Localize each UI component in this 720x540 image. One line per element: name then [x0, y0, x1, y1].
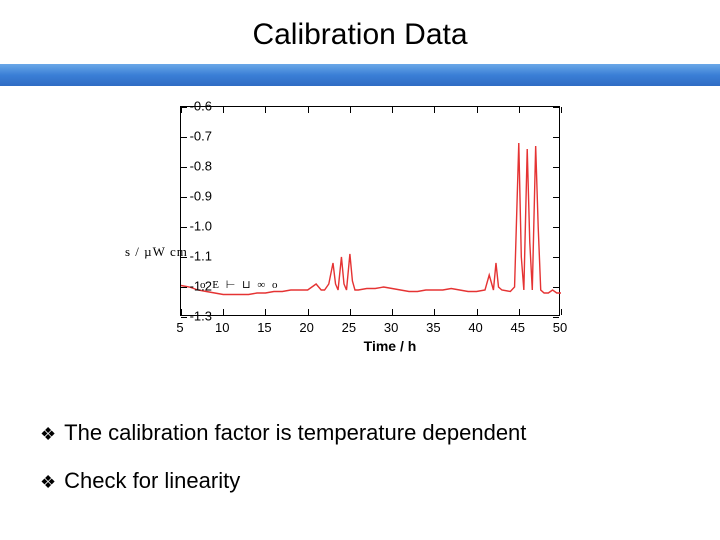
- chart-container: s / µW cm o E ⊢ ⊔ ∞ o Time / h -0.6-0.7-…: [120, 106, 600, 316]
- bullet-item: ❖ The calibration factor is temperature …: [40, 420, 526, 446]
- bullet-list: ❖ The calibration factor is temperature …: [40, 420, 526, 516]
- ytick-mark: [553, 107, 559, 108]
- x-axis-label: Time / h: [364, 338, 417, 354]
- xtick-mark: [519, 107, 520, 113]
- bullet-text: Check for linearity: [64, 468, 240, 494]
- ytick-mark: [553, 197, 559, 198]
- ytick-label: -0.7: [190, 129, 212, 144]
- bullet-text: The calibration factor is temperature de…: [64, 420, 526, 446]
- series-line: [181, 143, 561, 295]
- ytick-mark: [553, 137, 559, 138]
- y-axis-label-fragment: s / µW cm: [125, 244, 188, 260]
- ytick-label: -0.9: [190, 189, 212, 204]
- xtick-label: 20: [299, 320, 313, 335]
- xtick-mark: [392, 107, 393, 113]
- chart-box: s / µW cm o E ⊢ ⊔ ∞ o Time / h -0.6-0.7-…: [180, 106, 600, 316]
- ytick-mark: [553, 287, 559, 288]
- xtick-mark: [223, 107, 224, 113]
- ytick-mark: [181, 227, 187, 228]
- ytick-mark: [553, 227, 559, 228]
- ytick-mark: [181, 137, 187, 138]
- xtick-mark: [477, 107, 478, 113]
- xtick-label: 40: [468, 320, 482, 335]
- xtick-mark: [519, 309, 520, 315]
- ylabel-text: s / µW cm: [125, 244, 188, 259]
- xtick-mark: [181, 107, 182, 113]
- ytick-mark: [553, 167, 559, 168]
- xtick-mark: [477, 309, 478, 315]
- xtick-mark: [434, 107, 435, 113]
- bullet-item: ❖ Check for linearity: [40, 468, 526, 494]
- xtick-mark: [350, 107, 351, 113]
- ytick-mark: [553, 317, 559, 318]
- title-area: Calibration Data: [0, 0, 720, 64]
- xtick-mark: [223, 309, 224, 315]
- xtick-mark: [308, 309, 309, 315]
- ytick-label: -0.8: [190, 159, 212, 174]
- xtick-label: 35: [426, 320, 440, 335]
- xtick-label: 15: [257, 320, 271, 335]
- divider-bar: [0, 64, 720, 86]
- diamond-bullet-icon: ❖: [40, 425, 56, 443]
- xtick-mark: [308, 107, 309, 113]
- ytick-mark: [181, 197, 187, 198]
- xtick-label: 5: [176, 320, 183, 335]
- ytick-mark: [181, 317, 187, 318]
- xtick-mark: [181, 309, 182, 315]
- xtick-mark: [561, 309, 562, 315]
- xtick-label: 45: [511, 320, 525, 335]
- ytick-label: -1.3: [190, 309, 212, 324]
- ytick-label: -0.6: [190, 99, 212, 114]
- page-title: Calibration Data: [0, 18, 720, 52]
- xtick-mark: [265, 309, 266, 315]
- xtick-mark: [392, 309, 393, 315]
- ytick-label: -1.0: [190, 219, 212, 234]
- xtick-label: 25: [342, 320, 356, 335]
- ytick-mark: [181, 167, 187, 168]
- ytick-mark: [553, 257, 559, 258]
- ytick-label: -1.1: [190, 249, 212, 264]
- ytick-label: -1.2: [190, 279, 212, 294]
- xtick-mark: [434, 309, 435, 315]
- xtick-label: 10: [215, 320, 229, 335]
- xtick-mark: [265, 107, 266, 113]
- xtick-mark: [350, 309, 351, 315]
- diamond-bullet-icon: ❖: [40, 473, 56, 491]
- xtick-label: 50: [553, 320, 567, 335]
- xtick-label: 30: [384, 320, 398, 335]
- ytick-mark: [181, 287, 187, 288]
- xtick-mark: [561, 107, 562, 113]
